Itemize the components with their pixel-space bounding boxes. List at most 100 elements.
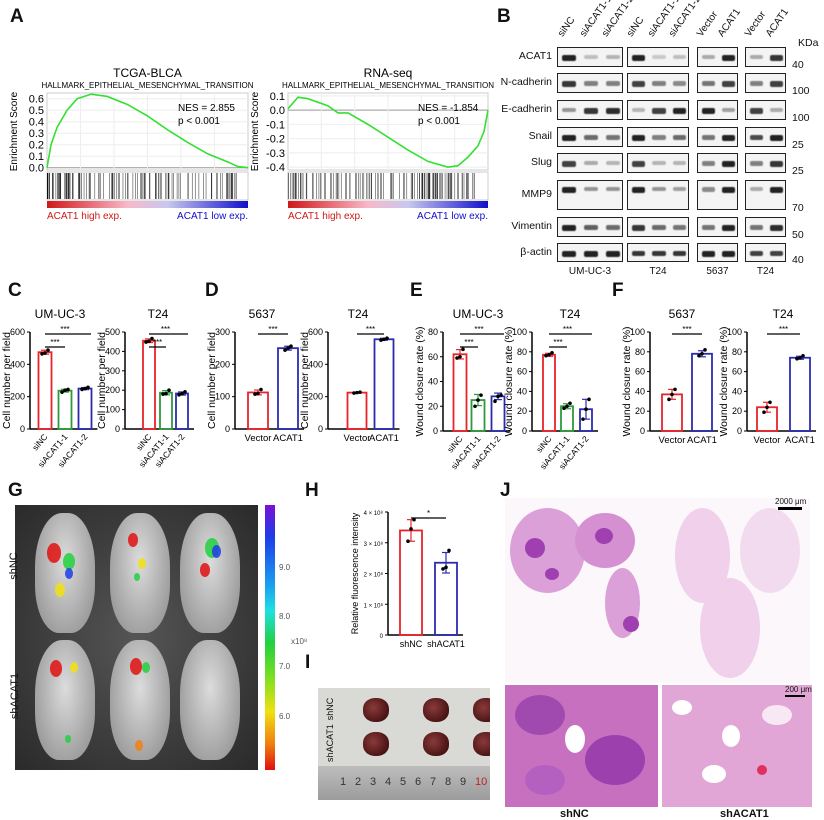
blot-box [627,100,689,120]
data-point [180,391,184,396]
y-tick-label: 100 [630,327,645,337]
cell-line-label: T24 [649,266,667,277]
chart-title: T24 [348,307,369,321]
panel-label-d: D [205,280,219,301]
scale-bar-top [778,507,802,510]
panel-label-f: F [612,280,624,301]
signal-spot [200,563,210,577]
tissue-region [762,705,792,725]
y-axis-label: Wound closure rate (%) [621,326,633,436]
y-axis-label: Wound closure rate (%) [718,326,730,436]
bar [789,356,811,432]
x-tick-label: shNC [400,639,423,649]
data-point [256,391,260,396]
y-tick-label: 100 [105,405,120,415]
protein-band [673,135,687,140]
blot-box [627,73,689,93]
histology-label-shacat1: shACAT1 [720,808,769,820]
tissue-region [510,508,585,593]
blot-box [557,100,623,120]
significance-label: *** [553,338,562,347]
protein-band [770,225,784,231]
histology-zoom-shnc [505,685,658,807]
kda-marker: 25 [792,139,804,151]
y-tick-label: 0.0 [29,163,44,175]
data-point [80,387,84,392]
blot-box [745,47,786,67]
colorbar-tick: 6.0 [279,712,291,721]
data-point [441,567,445,571]
protein-band [652,250,666,257]
protein-band [652,135,666,140]
y-tick-label: 0 [115,424,120,434]
data-point [164,391,168,396]
protein-band [701,250,715,257]
y-tick-label: 300 [105,366,120,376]
data-point [406,539,410,544]
protein-band [770,187,784,193]
protein-band [652,55,666,59]
protein-band [631,250,645,257]
y-tick-label: 600 [10,327,25,337]
tissue-region [545,568,559,580]
y-tick-label: 300 [215,327,230,337]
y-tick-label: 0 [737,426,742,436]
rank-colorbar [288,201,488,208]
protein-band [583,108,599,114]
panel-label-b: B [497,6,511,27]
significance-label: * [427,509,430,518]
blot-box [627,217,689,237]
blot-box [557,127,623,147]
y-tick-label: 0 [225,424,230,434]
tissue-region [740,508,800,593]
enrichment-curve [46,93,249,169]
data-point [167,388,171,393]
protein-band [605,108,621,114]
protein-band [722,135,736,141]
protein-band [770,55,784,61]
tissue-region [700,578,760,678]
data-point [40,352,44,356]
chart-title: 5637 [669,307,696,321]
protein-band [605,225,621,230]
ruler: 1 2 3 4 5 6 7 8 9 10 [318,766,490,800]
y-axis-label: Relative fluorescence intensity [350,512,360,634]
data-point [473,404,477,409]
data-point [581,417,585,421]
protein-band [583,187,599,192]
panel-label-i: I [305,652,311,673]
y-tick-label: 0 [380,634,384,640]
data-point [379,338,383,342]
x-tick-label: ACAT1 [687,435,717,446]
blot-box [557,243,623,262]
tissue-region [757,765,767,775]
protein-band [673,225,687,230]
row-label-shacat1: shACAT1 [325,724,335,762]
panel-label-g: G [8,480,23,501]
protein-band [749,108,763,114]
protein-band [561,81,577,87]
blot-box [627,47,689,67]
chart-title: UM-UC-3 [35,307,86,321]
blot-box [745,100,786,120]
protein-band [652,161,666,165]
data-point [584,407,588,412]
y-axis-label: Cell number per field [206,332,218,429]
significance-label: *** [474,325,483,334]
data-point [259,387,263,392]
blot-box [745,243,786,262]
ruler-number: 9 [460,776,467,788]
data-point [150,336,154,341]
bar [277,347,299,430]
protein-band [652,81,666,86]
blot-box [697,73,738,93]
data-point [144,340,148,344]
panel-label-a: A [10,6,24,27]
protein-band [605,161,621,165]
data-point [544,353,548,358]
data-point [352,391,356,395]
chart-subtitle: HALLMARK_EPITHELIAL_MESENCHYMAL_TRANSITI… [282,81,494,90]
signal-spot [134,573,140,582]
hit-barcode [46,171,249,201]
data-point [177,393,181,397]
